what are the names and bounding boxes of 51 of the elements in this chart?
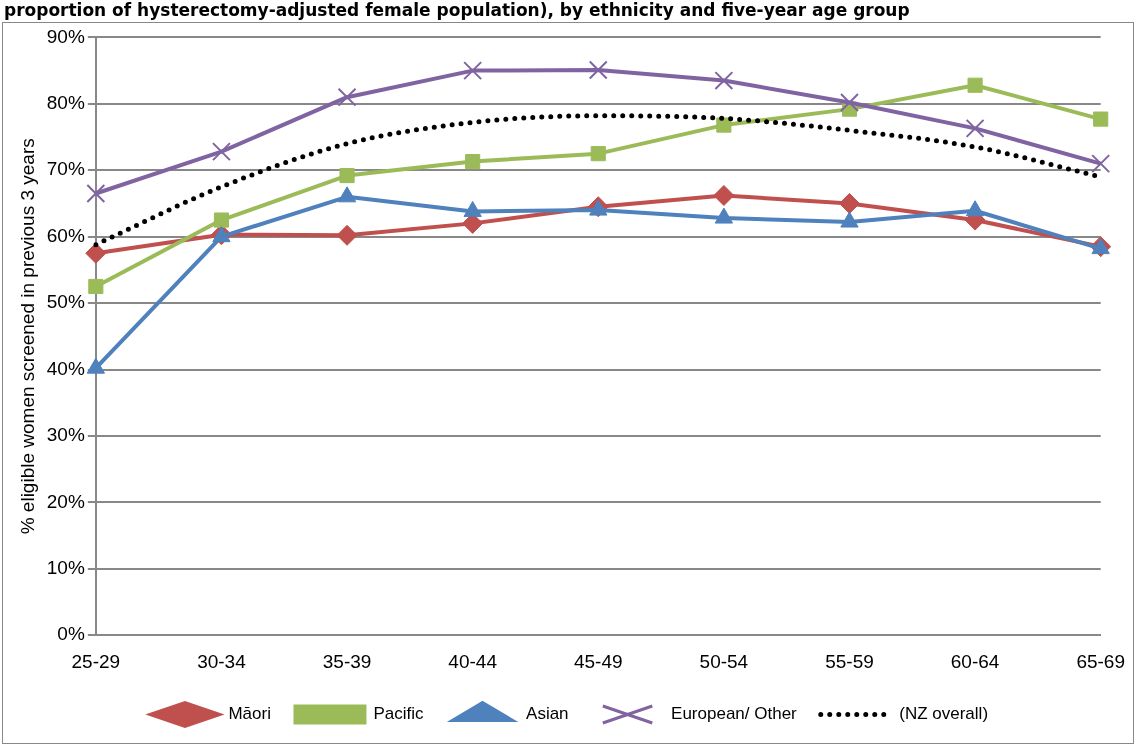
x-tick-label: 25-29 — [71, 650, 121, 672]
point — [838, 192, 860, 214]
point — [339, 167, 355, 184]
point — [336, 224, 358, 246]
point — [465, 154, 481, 170]
point — [840, 211, 859, 228]
y-tick-label: 30% — [46, 424, 85, 446]
chart-title: proportion of hysterectomy-adjusted female population), by ethnicity and five-year age group — [3, 0, 911, 20]
x-tick-label: 60-64 — [950, 650, 1000, 672]
point — [965, 118, 985, 138]
x-tick-label: 50-54 — [699, 650, 749, 672]
point — [840, 93, 859, 112]
point — [337, 186, 357, 203]
point — [1093, 111, 1109, 127]
y-tick-label: 50% — [46, 291, 85, 313]
point — [211, 142, 231, 162]
point — [713, 184, 735, 206]
y-tick-label: 70% — [46, 158, 85, 180]
point — [714, 71, 734, 91]
point — [85, 242, 107, 264]
point — [590, 146, 606, 162]
point — [213, 212, 230, 228]
point — [86, 184, 106, 203]
point — [965, 200, 985, 217]
x-tick-label: 45-49 — [573, 650, 623, 672]
y-tick-label: 90% — [46, 25, 85, 47]
legend-label: Asian — [526, 704, 569, 724]
legend-label: Māori — [228, 704, 271, 724]
y-tick-label: 20% — [46, 490, 85, 512]
legend-label: (NZ overall) — [899, 704, 989, 724]
y-tick-label: 60% — [46, 224, 85, 246]
y-axis-title: % eligible women screened in previous 3 years — [16, 138, 38, 535]
point — [1091, 154, 1111, 174]
y-tick-label: 0% — [57, 623, 85, 645]
point — [88, 278, 104, 295]
x-tick-label: 35-39 — [322, 650, 372, 672]
point — [463, 61, 483, 81]
point — [714, 207, 734, 224]
x-tick-label: 40-44 — [448, 650, 498, 672]
legend-label: Pacific — [373, 704, 425, 724]
point — [588, 60, 608, 80]
y-tick-label: 80% — [46, 92, 85, 114]
x-tick-label: 55-59 — [825, 650, 874, 672]
x-tick-label: 65-69 — [1076, 650, 1126, 672]
point — [337, 87, 357, 107]
point — [86, 357, 105, 374]
legend-label: European/ Other — [671, 704, 798, 724]
y-tick-label: 10% — [46, 557, 85, 579]
x-tick-label: 30-34 — [197, 650, 247, 672]
y-tick-label: 40% — [46, 357, 85, 379]
point — [967, 77, 983, 93]
